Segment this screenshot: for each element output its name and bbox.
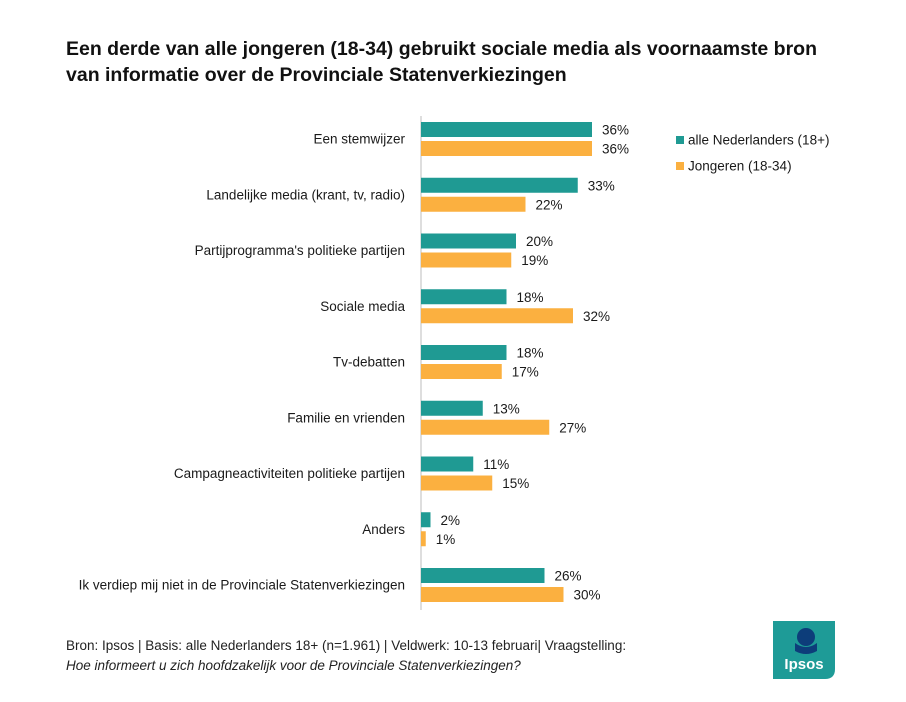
source-line: Bron: Ipsos | Basis: alle Nederlanders 1… bbox=[66, 638, 627, 653]
category-label: Sociale media bbox=[320, 299, 405, 314]
legend-label: alle Nederlanders (18+) bbox=[688, 133, 829, 148]
bar bbox=[421, 568, 545, 583]
bar bbox=[421, 196, 526, 212]
bar bbox=[421, 252, 512, 268]
bar bbox=[421, 141, 592, 156]
data-label: 27% bbox=[559, 420, 586, 435]
data-label: 15% bbox=[502, 476, 529, 491]
ipsos-logo: Ipsos bbox=[773, 621, 835, 679]
data-label: 36% bbox=[602, 142, 629, 157]
category-label: Partijprogramma's politieke partijen bbox=[195, 243, 405, 258]
bar bbox=[421, 512, 431, 528]
chart-title-line: Een derde van alle jongeren (18-34) gebr… bbox=[66, 38, 818, 60]
bar bbox=[421, 308, 573, 324]
category-label: Familie en vrienden bbox=[287, 410, 405, 425]
data-label: 1% bbox=[436, 532, 456, 547]
bar bbox=[421, 122, 592, 137]
data-label: 13% bbox=[493, 401, 520, 416]
category-label: Tv-debatten bbox=[333, 355, 405, 370]
category-label: Een stemwijzer bbox=[313, 132, 405, 147]
legend-swatch bbox=[676, 162, 684, 170]
bar bbox=[421, 456, 474, 472]
chart-title-line: van informatie over de Provinciale State… bbox=[66, 64, 567, 86]
data-label: 2% bbox=[441, 513, 461, 528]
data-label: 19% bbox=[521, 253, 548, 268]
data-label: 22% bbox=[536, 197, 563, 212]
data-label: 18% bbox=[517, 346, 544, 361]
data-label: 18% bbox=[517, 290, 544, 305]
category-label: Landelijke media (krant, tv, radio) bbox=[206, 187, 405, 202]
chart-title: Een derde van alle jongeren (18-34) gebr… bbox=[66, 36, 866, 88]
data-label: 36% bbox=[602, 123, 629, 138]
legend-label: Jongeren (18-34) bbox=[688, 159, 792, 174]
bar bbox=[421, 400, 483, 416]
data-label: 32% bbox=[583, 309, 610, 324]
bar bbox=[421, 419, 550, 435]
data-label: 33% bbox=[588, 178, 615, 193]
bar bbox=[421, 531, 426, 547]
data-label: 11% bbox=[483, 457, 509, 472]
bar bbox=[421, 289, 507, 305]
bar bbox=[421, 233, 516, 249]
source-note: Bron: Ipsos | Basis: alle Nederlanders 1… bbox=[66, 636, 746, 676]
data-label: 17% bbox=[512, 365, 539, 380]
bar bbox=[421, 364, 502, 379]
data-label: 30% bbox=[574, 588, 601, 603]
category-label: Ik verdiep mij niet in de Provinciale St… bbox=[79, 578, 405, 593]
data-label: 26% bbox=[555, 569, 582, 584]
bar bbox=[421, 587, 564, 602]
category-label: Campagneactiviteiten politieke partijen bbox=[174, 466, 405, 481]
question-line: Hoe informeert u zich hoofdzakelijk voor… bbox=[66, 658, 521, 673]
legend-swatch bbox=[676, 136, 684, 144]
svg-text:Ipsos: Ipsos bbox=[784, 656, 823, 673]
data-label: 20% bbox=[526, 234, 553, 249]
bar bbox=[421, 475, 493, 491]
bar bbox=[421, 345, 507, 360]
bar bbox=[421, 177, 578, 193]
category-label: Anders bbox=[362, 522, 405, 537]
